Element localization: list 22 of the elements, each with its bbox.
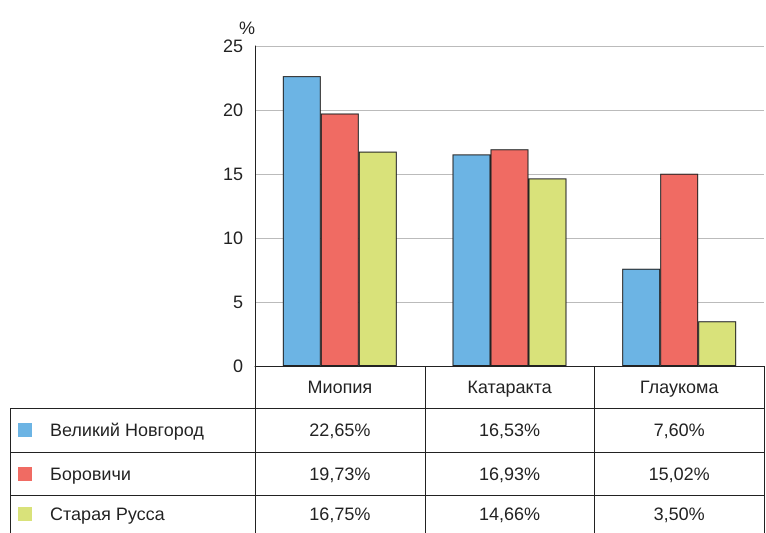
data-label: 7,60%	[654, 420, 705, 440]
data-label: 22,65%	[309, 420, 370, 440]
data-label: 16,93%	[478, 464, 540, 484]
y-tick-label: 0	[232, 356, 243, 376]
x-tick-label: Глаукома	[640, 377, 720, 397]
legend-label: Великий Новгород	[50, 420, 204, 440]
y-tick-label: 25	[222, 36, 243, 56]
y-tick-label: 20	[222, 100, 243, 120]
x-tick-label: Катаракта	[467, 377, 553, 397]
y-axis-title: %	[238, 18, 255, 38]
data-label: 14,66%	[478, 504, 540, 524]
x-tick-label: Миопия	[308, 377, 372, 397]
data-label: 19,73%	[309, 464, 370, 484]
y-tick-label: 15	[222, 164, 243, 184]
data-label: 16,53%	[478, 420, 540, 440]
data-label: 15,02%	[648, 464, 710, 484]
y-tick-label: 5	[232, 292, 243, 312]
data-label: 16,75%	[309, 504, 370, 524]
y-tick-label: 10	[222, 228, 243, 248]
legend-label: Старая Русса	[50, 504, 165, 524]
legend-label: Боровичи	[50, 464, 131, 484]
data-label: 3,50%	[654, 504, 705, 524]
